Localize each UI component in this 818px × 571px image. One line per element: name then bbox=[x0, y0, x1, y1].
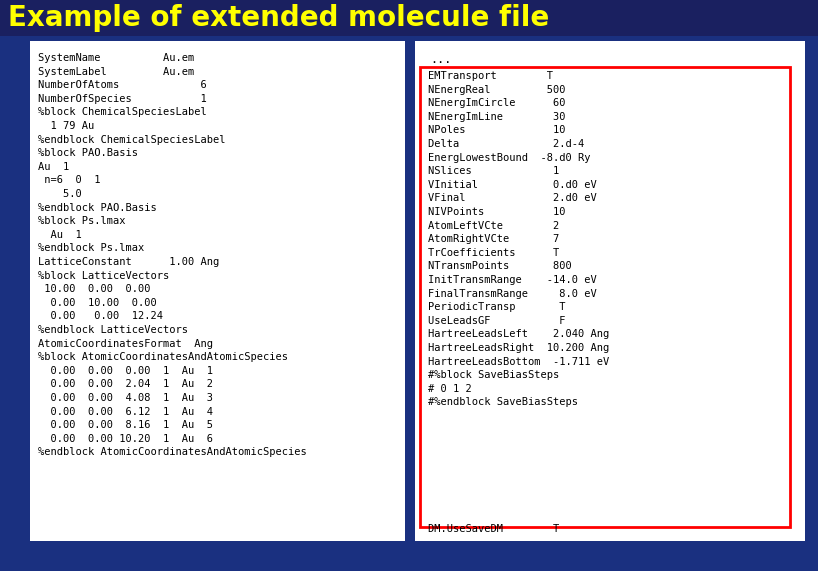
Text: EMTransport        T
NEnergReal         500
NEnergImCircle      60
NEnergImLine : EMTransport T NEnergReal 500 NEnergImCir… bbox=[428, 71, 609, 407]
Bar bbox=[420, 67, 790, 527]
Text: ...: ... bbox=[430, 53, 452, 66]
Bar bbox=[0, 0, 818, 36]
Text: SystemName          Au.em
SystemLabel         Au.em
NumberOfAtoms             6
: SystemName Au.em SystemLabel Au.em Numbe… bbox=[38, 53, 307, 457]
Bar bbox=[415, 41, 805, 541]
Text: DM.UseSaveDM        T: DM.UseSaveDM T bbox=[428, 524, 560, 534]
Text: Example of extended molecule file: Example of extended molecule file bbox=[8, 4, 549, 32]
Bar bbox=[30, 41, 405, 541]
